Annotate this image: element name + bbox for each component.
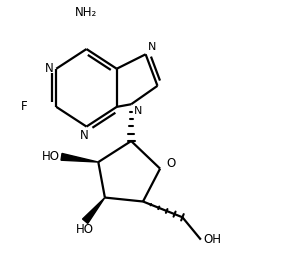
Text: HO: HO	[76, 222, 94, 235]
Text: OH: OH	[203, 233, 221, 246]
Polygon shape	[83, 198, 105, 223]
Text: O: O	[166, 157, 175, 170]
Text: N: N	[80, 129, 89, 142]
Text: N: N	[134, 106, 143, 116]
Text: N: N	[45, 62, 53, 75]
Polygon shape	[61, 153, 98, 162]
Text: F: F	[21, 100, 27, 113]
Text: NH₂: NH₂	[75, 6, 98, 19]
Text: HO: HO	[42, 150, 60, 163]
Text: N: N	[148, 42, 156, 52]
